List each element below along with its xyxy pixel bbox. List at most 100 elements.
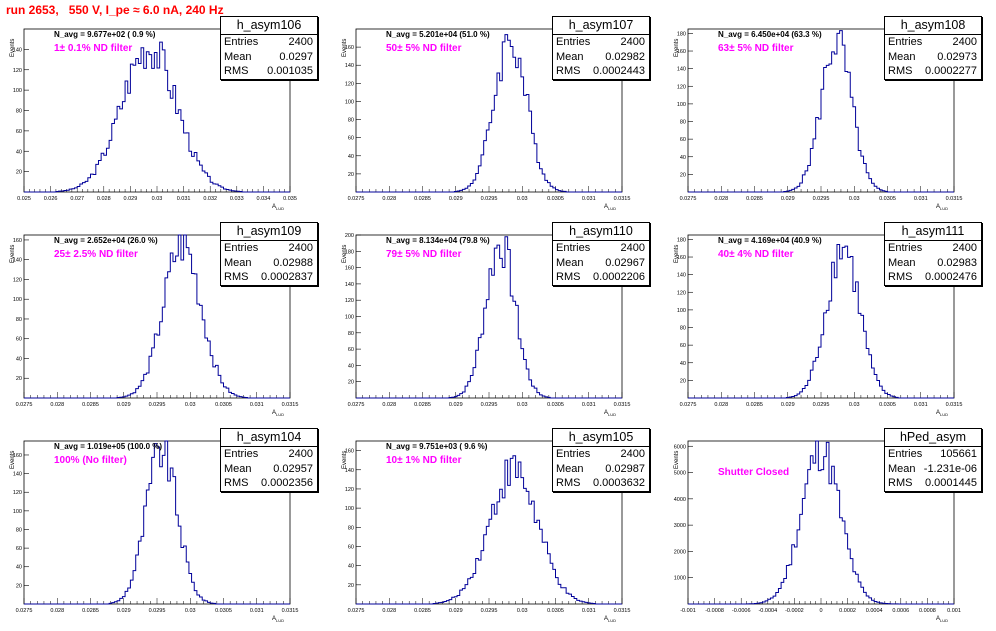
y-tick-label: 120	[345, 487, 354, 493]
y-tick-label: 80	[348, 118, 354, 124]
x-axis-subscript: LUD	[276, 206, 285, 212]
x-tick-label: 0.0315	[614, 402, 631, 408]
y-tick-label: 140	[345, 63, 354, 69]
x-axis-subscript: LUD	[608, 618, 617, 624]
x-tick-label: 0.028	[97, 196, 111, 202]
x-tick-label: 0.029	[117, 608, 131, 614]
filter-label: 100% (No filter)	[54, 455, 127, 466]
x-tick-label: 0.0305	[215, 402, 232, 408]
x-tick-label: 0.03	[185, 608, 196, 614]
y-tick-label: 100	[13, 509, 22, 515]
filter-label: 79± 5% ND filter	[386, 249, 462, 260]
histogram-name: h_asym109	[221, 223, 317, 241]
filter-label: 63± 5% ND filter	[718, 43, 794, 54]
y-tick-label: 60	[16, 546, 22, 552]
stats-key: RMS	[556, 65, 581, 77]
x-axis-label: ALUD	[272, 410, 284, 417]
stats-key: RMS	[556, 271, 581, 283]
y-tick-label: 100	[345, 315, 354, 321]
stats-row-rms: RMS 0.0001445	[885, 476, 981, 491]
filter-label: 10± 1% ND filter	[386, 455, 462, 466]
y-tick-label: 2000	[674, 549, 686, 555]
x-tick-label: 0.0275	[348, 402, 365, 408]
stats-value: 0.0297	[279, 50, 313, 63]
stats-value: 0.02957	[273, 462, 313, 475]
x-tick-label: -0.0006	[732, 608, 751, 614]
stats-box: h_asym109 Entries 2400 Mean 0.02988 RMS 0.0002…	[220, 222, 318, 286]
x-tick-label: 0.031	[914, 402, 928, 408]
y-tick-label: 160	[677, 49, 686, 55]
stats-value: 0.02973	[937, 50, 977, 63]
x-tick-label: 0.029	[449, 196, 463, 202]
x-tick-label: 0.0285	[414, 402, 431, 408]
x-axis-symbol: A	[604, 204, 609, 210]
x-axis-subscript: LUD	[940, 206, 949, 212]
x-tick-label: 0.0285	[746, 196, 763, 202]
y-tick-label: 20	[348, 172, 354, 178]
y-tick-label: 6000	[674, 444, 686, 450]
x-tick-label: 0.0285	[82, 402, 99, 408]
stats-value: 2400	[288, 36, 313, 48]
histogram-name: h_asym107	[553, 17, 649, 35]
navg-label: N_avg = 8.134e+04 (79.8 %)	[386, 236, 490, 245]
stats-row-entries: Entries 2400	[221, 447, 317, 462]
x-axis-subscript: LUD	[940, 618, 949, 624]
stats-value: 2400	[620, 242, 645, 254]
x-tick-label: 0.0305	[215, 608, 232, 614]
y-tick-label: 40	[348, 363, 354, 369]
stats-row-entries: Entries 105661	[885, 447, 981, 462]
stats-box: h_asym105 Entries 2400 Mean 0.02987 RMS 0.0003…	[552, 428, 650, 492]
histogram-panel-h-asym107: 20 40 60 80 100 120 140 160 0.0275 0.028 0.0285 0.0…	[332, 12, 664, 219]
y-tick-label: 140	[13, 258, 22, 264]
histogram-name: hPed_asym	[885, 429, 981, 447]
y-tick-label: 80	[348, 525, 354, 531]
y-tick-label: 60	[348, 544, 354, 550]
stats-value: 0.0001445	[925, 477, 977, 489]
histogram-line	[688, 30, 954, 193]
stats-row-rms: RMS 0.0002443	[553, 64, 649, 79]
x-tick-label: 0.0315	[282, 608, 299, 614]
x-axis-subscript: LUD	[940, 412, 949, 418]
y-tick-label: 20	[680, 378, 686, 384]
x-tick-label: 0.0295	[813, 402, 830, 408]
x-tick-label: 0.029	[124, 196, 138, 202]
histogram-panel-h-asym105: 20 40 60 80 100 120 140 160 0.0275 0.028 0.0285 0.0…	[332, 424, 664, 631]
y-tick-label: 40	[16, 565, 22, 571]
stats-box: h_asym104 Entries 2400 Mean 0.02957 RMS 0.0002…	[220, 428, 318, 492]
histogram-name: h_asym105	[553, 429, 649, 447]
x-axis-symbol: A	[604, 410, 609, 416]
histogram-line	[24, 440, 290, 605]
stats-key: Mean	[888, 50, 916, 63]
histogram-panel-h-asym110: 20 40 60 80 100 120 140 160 180 200 0.0275 0.028 0.0…	[332, 218, 664, 425]
x-tick-label: 0.031	[582, 608, 596, 614]
x-tick-label: 0.0275	[680, 402, 697, 408]
x-tick-label: 0.0295	[149, 402, 166, 408]
histogram-panel-h-asym108: 20 40 60 80 100 120 140 160 180 0.0275 0.028 0.0285…	[664, 12, 996, 219]
y-tick-label: 160	[345, 266, 354, 272]
x-tick-label: 0.001	[947, 608, 961, 614]
stats-box: h_asym108 Entries 2400 Mean 0.02973 RMS 0.0002…	[884, 16, 982, 80]
stats-key: Mean	[888, 256, 916, 269]
y-tick-label: 20	[16, 376, 22, 382]
navg-label: N_avg = 9.677e+02 ( 0.9 %)	[54, 30, 156, 39]
y-tick-label: 140	[345, 468, 354, 474]
stats-key: Mean	[556, 462, 584, 475]
x-axis-symbol: A	[272, 204, 277, 210]
navg-label: N_avg = 4.169e+04 (40.9 %)	[718, 236, 822, 245]
x-tick-label: 0.0275	[16, 608, 33, 614]
y-tick-label: 120	[677, 84, 686, 90]
navg-label: N_avg = 1.019e+05 (100.0 %)	[54, 442, 163, 451]
x-tick-label: 0.026	[44, 196, 58, 202]
filter-label: Shutter Closed	[718, 467, 790, 478]
x-tick-label: 0.0002	[839, 608, 856, 614]
y-tick-label: 40	[348, 154, 354, 160]
stats-value: 0.0002206	[593, 271, 645, 283]
y-tick-label: 120	[345, 298, 354, 304]
stats-row-rms: RMS 0.001035	[221, 64, 317, 79]
y-tick-label: 80	[680, 120, 686, 126]
y-tick-label: 4000	[674, 497, 686, 503]
x-axis-label: ALUD	[272, 616, 284, 623]
y-tick-label: 60	[16, 129, 22, 135]
stats-value: 0.001035	[267, 65, 313, 77]
stats-row-rms: RMS 0.0002206	[553, 270, 649, 285]
